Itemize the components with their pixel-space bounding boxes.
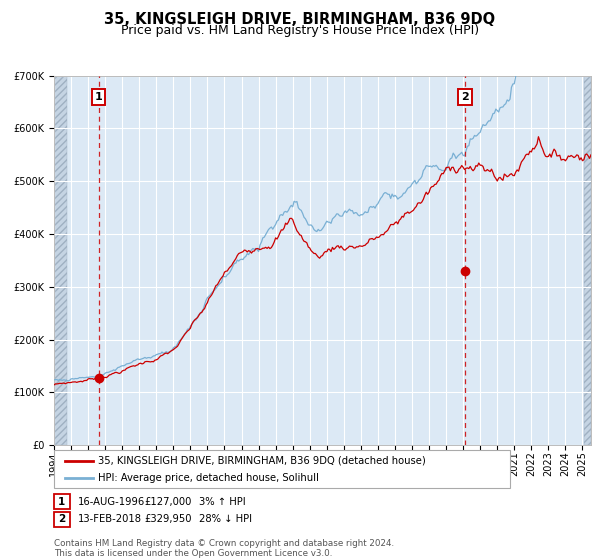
Text: HPI: Average price, detached house, Solihull: HPI: Average price, detached house, Soli…	[98, 473, 319, 483]
Text: 16-AUG-1996: 16-AUG-1996	[78, 497, 145, 507]
Bar	[54, 76, 67, 445]
Text: 2: 2	[58, 514, 65, 524]
Text: 2: 2	[461, 92, 469, 102]
Text: Contains HM Land Registry data © Crown copyright and database right 2024.
This d: Contains HM Land Registry data © Crown c…	[54, 539, 394, 558]
Text: 3% ↑ HPI: 3% ↑ HPI	[199, 497, 245, 507]
Text: 35, KINGSLEIGH DRIVE, BIRMINGHAM, B36 9DQ (detached house): 35, KINGSLEIGH DRIVE, BIRMINGHAM, B36 9D…	[98, 455, 425, 465]
Text: 1: 1	[95, 92, 103, 102]
Text: 28% ↓ HPI: 28% ↓ HPI	[199, 514, 251, 524]
Bar	[584, 76, 591, 445]
Bar	[584, 76, 591, 445]
Text: £127,000: £127,000	[145, 497, 192, 507]
Text: 13-FEB-2018: 13-FEB-2018	[78, 514, 142, 524]
Text: £329,950: £329,950	[145, 514, 192, 524]
Text: Price paid vs. HM Land Registry's House Price Index (HPI): Price paid vs. HM Land Registry's House …	[121, 24, 479, 37]
Text: 35, KINGSLEIGH DRIVE, BIRMINGHAM, B36 9DQ: 35, KINGSLEIGH DRIVE, BIRMINGHAM, B36 9D…	[104, 12, 496, 27]
Bar	[54, 76, 67, 445]
Text: 1: 1	[58, 497, 65, 507]
